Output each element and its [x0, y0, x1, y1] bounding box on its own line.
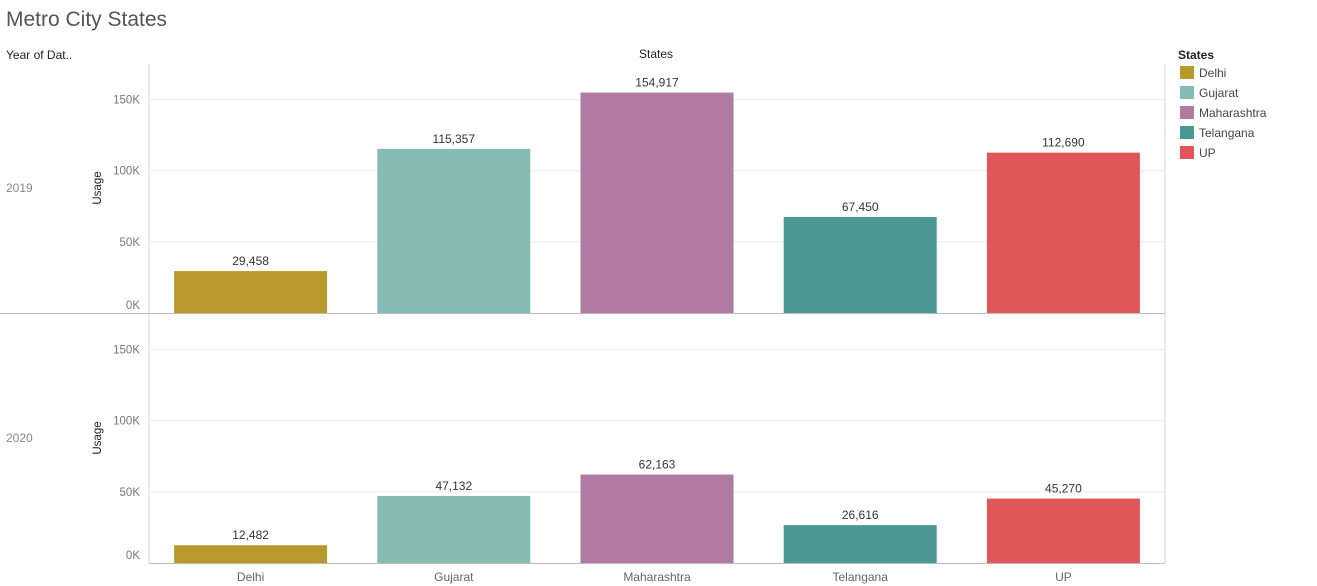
bar-2019-gujarat[interactable] — [377, 148, 531, 313]
data-label: 12,482 — [232, 528, 269, 542]
y-tick-label: 50K — [120, 487, 141, 499]
bar-2020-gujarat[interactable] — [377, 495, 531, 563]
legend-label[interactable]: Telangana — [1199, 126, 1255, 140]
y-tick-label: 150K — [113, 345, 140, 357]
row-label-2019: 2019 — [6, 181, 33, 195]
bar-2020-delhi[interactable] — [174, 545, 328, 563]
legend-swatch-telangana[interactable] — [1180, 126, 1194, 139]
y-tick-label: 0K — [126, 300, 140, 312]
x-tick-label: UP — [1055, 570, 1072, 584]
data-label: 29,458 — [232, 254, 269, 268]
data-label: 26,616 — [842, 508, 879, 522]
x-tick-label: Delhi — [237, 570, 264, 584]
bar-2019-telangana[interactable] — [783, 217, 937, 313]
row-label-2020: 2020 — [6, 431, 33, 445]
column-header: States — [639, 47, 673, 61]
y-tick-label: 100K — [113, 416, 140, 428]
data-label: 67,450 — [842, 200, 879, 214]
x-tick-label: Gujarat — [434, 570, 474, 584]
x-tick-label: Maharashtra — [623, 570, 691, 584]
bar-2020-telangana[interactable] — [783, 525, 937, 563]
data-label: 45,270 — [1045, 482, 1082, 496]
bar-2020-maharashtra[interactable] — [580, 474, 734, 563]
legend-title: States — [1178, 48, 1214, 62]
y-tick-label: 100K — [113, 166, 140, 178]
bar-2019-delhi[interactable] — [174, 271, 328, 313]
data-label: 115,357 — [433, 132, 476, 146]
data-label: 47,132 — [435, 479, 472, 493]
chart-title: Metro City States — [6, 8, 168, 31]
row-header: Year of Dat.. — [6, 48, 72, 62]
legend-swatch-delhi[interactable] — [1180, 66, 1194, 79]
legend-swatch-up[interactable] — [1180, 146, 1194, 159]
y-axis-label: Usage — [92, 421, 104, 454]
legend-swatch-maharashtra[interactable] — [1180, 106, 1194, 119]
bar-2019-up[interactable] — [986, 152, 1140, 313]
legend-label[interactable]: Maharashtra — [1199, 106, 1267, 120]
legend-label[interactable]: Delhi — [1199, 66, 1226, 80]
legend-label[interactable]: UP — [1199, 146, 1216, 160]
bar-2020-up[interactable] — [986, 498, 1140, 563]
y-tick-label: 0K — [126, 550, 140, 562]
data-label: 62,163 — [639, 458, 676, 472]
y-tick-label: 50K — [120, 237, 141, 249]
data-label: 112,690 — [1042, 136, 1085, 150]
y-tick-label: 150K — [113, 95, 140, 107]
y-axis-label: Usage — [92, 171, 104, 204]
bar-2019-maharashtra[interactable] — [580, 92, 734, 313]
x-tick-label: Telangana — [833, 570, 889, 584]
legend-swatch-gujarat[interactable] — [1180, 86, 1194, 99]
data-label: 154,917 — [635, 76, 679, 90]
legend-label[interactable]: Gujarat — [1199, 86, 1239, 100]
